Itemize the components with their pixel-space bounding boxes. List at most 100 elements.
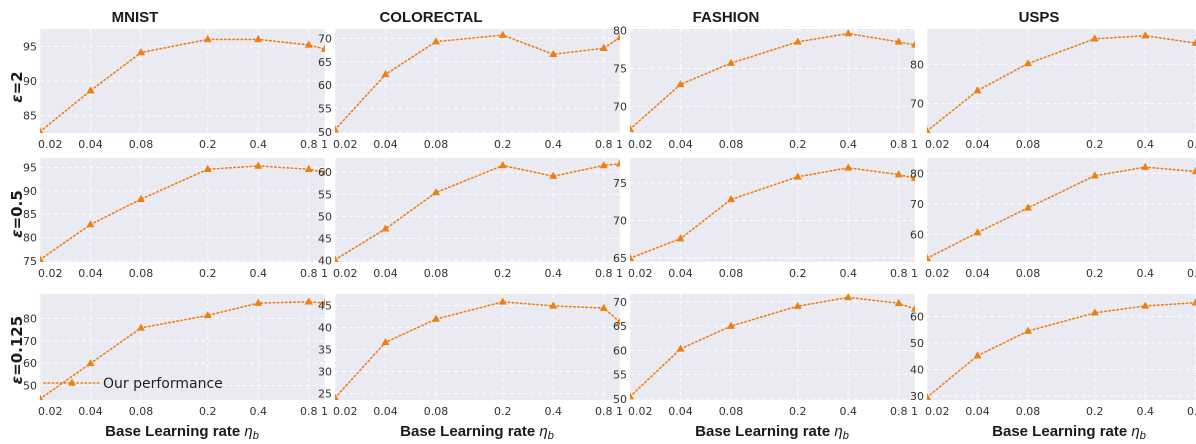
- y-tick-label: 45: [318, 233, 332, 246]
- x-tick-label: 0.8: [595, 405, 613, 418]
- data-point-marker: [40, 255, 44, 262]
- x-tick-label: 0.08: [424, 138, 449, 151]
- x-tick-label: 0.08: [424, 267, 449, 280]
- y-tick-label: 55: [318, 188, 332, 201]
- x-tick-label: 0.02: [333, 138, 358, 151]
- y-tick-label: 40: [910, 364, 924, 377]
- x-tick-label: 1: [321, 405, 328, 418]
- plot-area: [335, 158, 620, 262]
- y-tick-label: 70: [910, 98, 924, 111]
- x-tick-label: 0.04: [965, 267, 990, 280]
- y-tick-label: 95: [23, 40, 37, 53]
- y-tick-label: 45: [318, 299, 332, 312]
- x-tick-label: 0.04: [78, 267, 103, 280]
- x-tick-label: 0.4: [249, 267, 267, 280]
- data-point-marker: [86, 220, 95, 228]
- data-point-marker: [1090, 308, 1099, 316]
- x-tick-label: 0.2: [789, 267, 807, 280]
- x-tick-label: 1: [911, 138, 918, 151]
- x-tick-label: 0.02: [628, 267, 653, 280]
- legend-label: Our performance: [103, 376, 223, 392]
- data-point-marker: [136, 323, 145, 331]
- x-tick-label: 0.02: [38, 267, 63, 280]
- y-tick-label: 70: [23, 335, 37, 348]
- data-point-marker: [630, 392, 634, 400]
- data-point-marker: [86, 358, 95, 367]
- data-point-marker: [676, 234, 685, 242]
- x-tick-label: 1: [321, 138, 328, 151]
- series-our-performance: [630, 163, 915, 261]
- x-tick-label: 0.08: [129, 138, 154, 151]
- x-tick-label: 0.08: [719, 267, 744, 280]
- y-tick-label: 70: [910, 198, 924, 211]
- data-point-marker: [86, 86, 95, 94]
- x-tick-label: 0.02: [38, 138, 63, 151]
- data-point-marker: [676, 344, 685, 352]
- x-tick-label: 1: [616, 138, 623, 151]
- data-point-marker: [844, 163, 853, 171]
- data-point-marker: [599, 161, 608, 169]
- data-point-marker: [498, 161, 507, 169]
- x-tick-label: 0.4: [1136, 405, 1154, 418]
- column-title-usps: USPS: [1019, 9, 1060, 26]
- data-point-marker: [911, 304, 915, 312]
- data-point-marker: [616, 317, 620, 325]
- data-point-marker: [973, 228, 982, 236]
- series-our-performance: [630, 29, 915, 132]
- x-tick-label: 0.04: [373, 138, 398, 151]
- data-point-marker: [973, 351, 982, 359]
- legend: Our performance: [43, 376, 223, 392]
- x-tick-label: 0.4: [1136, 138, 1154, 151]
- data-point-marker: [381, 69, 390, 78]
- data-point-marker: [203, 310, 212, 319]
- y-tick-label: 90: [23, 185, 37, 198]
- data-point-marker: [254, 34, 263, 43]
- x-tick-label: 0.4: [1136, 267, 1154, 280]
- x-tick-label: 0.08: [424, 405, 449, 418]
- x-axis-label-usps: Base Learning rate ηb: [992, 423, 1146, 442]
- y-tick-label: 60: [910, 228, 924, 241]
- data-point-marker: [1090, 34, 1099, 42]
- series-our-performance: [630, 294, 915, 400]
- row-label-epsilon-0.125: ε=0.125: [8, 316, 26, 384]
- data-point-marker: [381, 337, 390, 346]
- x-tick-label: 0.8: [595, 267, 613, 280]
- x-tick-label: 0.08: [1016, 267, 1041, 280]
- y-tick-label: 50: [318, 126, 332, 139]
- y-tick-label: 85: [23, 208, 37, 221]
- column-titles: MNIST COLORECTAL FASHION USPS: [112, 9, 1060, 26]
- data-point-marker: [321, 298, 325, 306]
- y-tick-label: 80: [23, 313, 37, 326]
- y-tick-label: 80: [910, 58, 924, 71]
- x-tick-label: 0.2: [199, 267, 217, 280]
- x-tick-label: 0.8: [300, 405, 318, 418]
- plot-area: [630, 29, 915, 133]
- data-point-marker: [616, 32, 620, 41]
- x-tick-label: 0.8: [1187, 138, 1196, 151]
- data-point-marker: [726, 194, 735, 203]
- y-tick-label: 65: [613, 320, 627, 333]
- x-axis-label-mnist: Base Learning rate ηb: [105, 423, 259, 442]
- x-tick-label: 0.02: [925, 405, 950, 418]
- y-tick-label: 50: [318, 210, 332, 223]
- data-point-marker: [1023, 326, 1032, 334]
- data-point-marker: [599, 303, 608, 311]
- x-tick-label: 1: [616, 405, 623, 418]
- x-tick-label: 0.04: [965, 405, 990, 418]
- data-point-marker: [431, 314, 440, 322]
- x-tick-label: 0.4: [544, 267, 562, 280]
- series-our-performance: [335, 30, 620, 133]
- data-point-marker: [927, 392, 931, 400]
- data-point-marker: [1090, 171, 1099, 179]
- x-tick-label: 0.2: [1086, 138, 1104, 151]
- y-tick-label: 80: [23, 232, 37, 245]
- y-tick-label: 75: [23, 255, 37, 268]
- x-tick-label: 0.2: [494, 405, 512, 418]
- data-point-marker: [431, 37, 440, 45]
- panel-usps-eps-2: 70 80 0.02 0.04 0.08 0.2 0.4 0.8 1: [910, 29, 1196, 151]
- data-point-marker: [254, 298, 263, 306]
- x-tick-label: 0.8: [300, 267, 318, 280]
